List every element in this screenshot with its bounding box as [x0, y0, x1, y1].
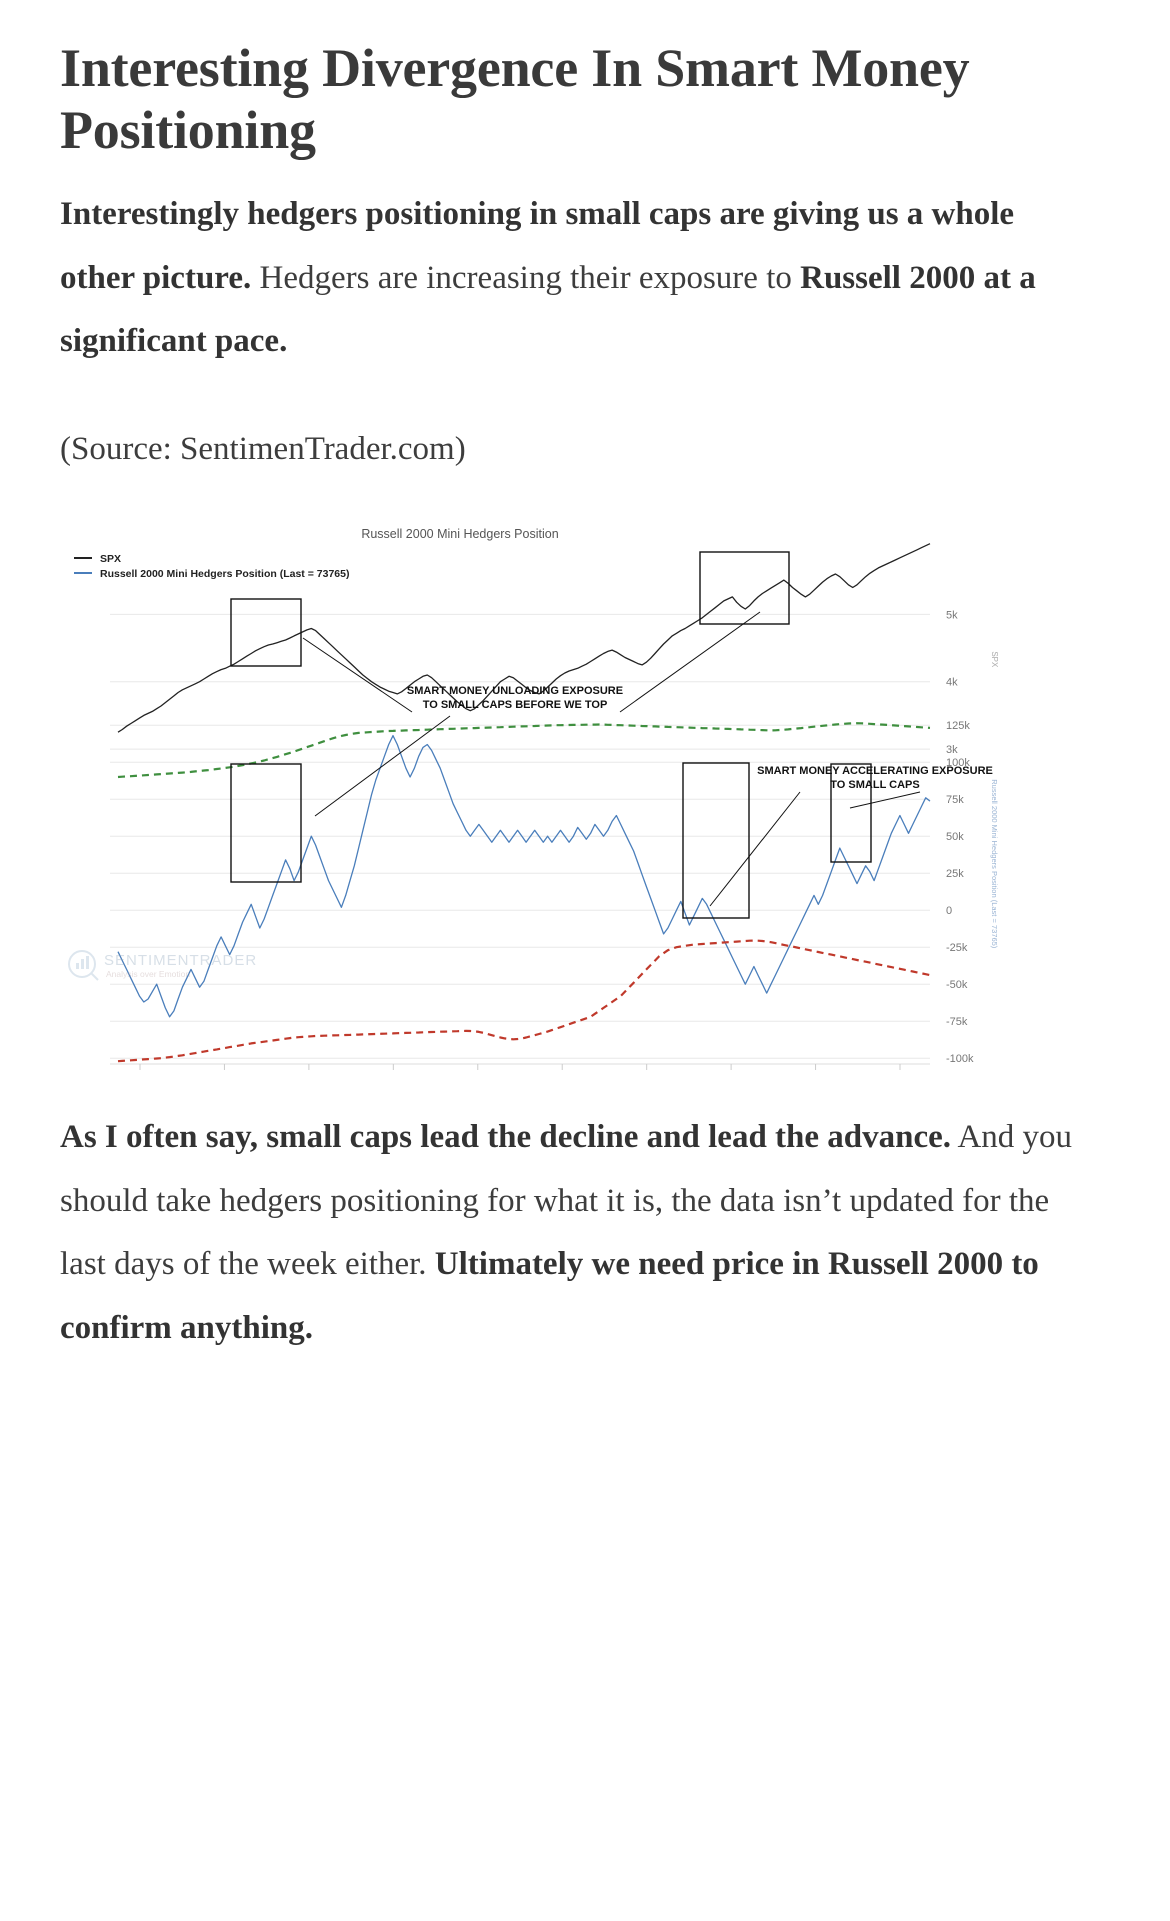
closing-regular-1: And you should take hedgers positioning …: [60, 1118, 1073, 1283]
x-tick-label: Jul '21: [209, 1075, 240, 1076]
closing-bold-1: As I often say, small caps lead the decl…: [60, 1118, 952, 1155]
x-tick-label: Jan '24: [629, 1075, 664, 1076]
watermark-bar-1: [76, 962, 79, 969]
x-tick-label: Jan '22: [291, 1075, 326, 1076]
intro-bold-2: Russell 2000 at a significant pace.: [60, 259, 1036, 360]
y-tick-hedgers: 100k: [946, 757, 970, 769]
box-hedgers-2024: [682, 762, 750, 919]
y-tick-hedgers: -75k: [946, 1016, 968, 1028]
hedgers-position-chart: 5k 4k 3k 125k 100k 75k 50k 25k 0 -25k -50k -75k -100…: [60, 515, 1110, 1076]
y-tick-spx: 4k: [946, 677, 958, 689]
annotation-accelerating-line1: SMART MONEY ACCELERATING EXPOSURE: [757, 765, 993, 777]
box-hedgers-2021: [230, 763, 302, 883]
series-line-upper-band: [117, 721, 931, 778]
annotation-accelerating-line2: TO SMALL CAPS: [830, 779, 919, 791]
intro-bold-1: Interestingly hedgers positioning in sma…: [60, 196, 1015, 296]
y-tick-hedgers: 0: [946, 905, 952, 917]
article-page: Interesting Divergence In Smart Money Po…: [60, 38, 1110, 1361]
leader-accelerating-a: [709, 791, 801, 907]
right-axis-label-hedgers: Russell 2000 Mini Hedgers Position (Last…: [990, 779, 999, 949]
x-tick-label: Jul '25: [884, 1075, 915, 1076]
x-tick-label: Jul '23: [546, 1075, 577, 1076]
watermark-bar-2: [81, 958, 84, 969]
watermark-subtitle: Analysis over Emotion: [106, 969, 190, 979]
annotation-unloading-line2: TO SMALL CAPS BEFORE WE TOP: [423, 699, 608, 711]
chart-annotation-leaders: [302, 611, 921, 907]
leader-unloading-a: [302, 637, 413, 713]
chart-background: [60, 515, 1110, 1076]
leader-accelerating-b: [849, 791, 921, 809]
y-tick-spx: 3k: [946, 744, 958, 756]
source-paragraph: (Source: SentimenTrader.com): [60, 431, 466, 468]
closing-bold-2: Ultimately we need price in Russell 2000…: [60, 1246, 1039, 1346]
leader-unloading-c: [619, 611, 761, 713]
box-spx-2021: [230, 598, 302, 667]
watermark-bar-3: [86, 955, 89, 969]
series-line-spx: [117, 542, 931, 733]
closing-paragraph: As I often say, small caps lead the decl…: [60, 1106, 1095, 1361]
y-tick-hedgers: 25k: [946, 868, 964, 880]
x-tick-label: Jan '23: [460, 1075, 495, 1076]
box-spx-2025: [699, 551, 790, 625]
annotation-unloading-line1: SMART MONEY UNLOADING EXPOSURE: [407, 685, 623, 697]
y-tick-spx: 5k: [946, 609, 958, 621]
series-line-russell-2000-mini-hedgers-position: [117, 734, 931, 1018]
chart-title: Russell 2000 Mini Hedgers Position: [361, 527, 558, 541]
paragraph-spacer: [60, 374, 1110, 418]
chart-gridlines: [110, 613, 930, 1070]
watermark-lens-icon: [68, 949, 96, 978]
x-tick-label: Jul '24: [715, 1075, 746, 1076]
chart-series-layer: [74, 542, 931, 1063]
watermark-title: SENTIMENTRADER: [104, 952, 257, 969]
x-tick-label: Jul '22: [378, 1075, 409, 1076]
y-tick-hedgers: 50k: [946, 831, 964, 843]
x-tick-label: Jan '25: [798, 1075, 833, 1076]
chart-labels: 5k 4k 3k 125k 100k 75k 50k 25k 0 -25k -50k -75k -100…: [68, 527, 999, 1076]
intro-regular-1: Hedgers are increasing their exposure to: [251, 259, 801, 296]
y-tick-hedgers: 125k: [946, 720, 970, 732]
y-tick-hedgers: 75k: [946, 794, 964, 806]
page-title: Interesting Divergence In Smart Money Po…: [60, 38, 970, 160]
y-tick-hedgers: -100k: [946, 1053, 974, 1065]
y-tick-hedgers: -25k: [946, 942, 968, 954]
x-tick-label: Jan '21: [122, 1075, 157, 1076]
chart-highlight-boxes: [230, 551, 872, 919]
box-hedgers-2025: [830, 763, 872, 863]
legend-label-spx: SPX: [100, 553, 121, 565]
right-axis-label-spx: SPX: [990, 651, 999, 668]
watermark-lens-handle: [90, 972, 99, 981]
leader-unloading-b: [314, 715, 451, 817]
legend-label-hedgers: Russell 2000 Mini Hedgers Position (Last…: [100, 568, 349, 580]
series-line-lower-band: [117, 939, 931, 1063]
intro-paragraph: Interestingly hedgers positioning in sma…: [60, 183, 1095, 374]
y-tick-hedgers: -50k: [946, 979, 968, 991]
chart-figure: 5k 4k 3k 125k 100k 75k 50k 25k 0 -25k -50k -75k -100…: [60, 515, 1110, 1076]
